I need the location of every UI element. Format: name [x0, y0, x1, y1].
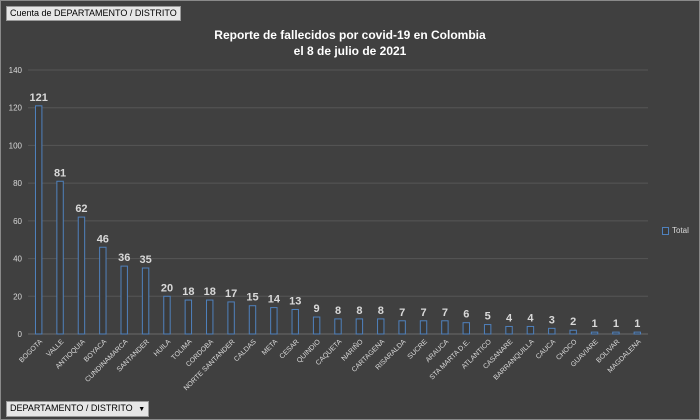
- data-label: 81: [54, 167, 66, 179]
- legend-label: Total: [672, 226, 689, 235]
- chart-title: Reporte de fallecidos por covid-19 en Co…: [214, 28, 486, 42]
- data-label: 9: [314, 303, 320, 315]
- data-label: 18: [182, 286, 194, 298]
- data-label: 8: [356, 305, 362, 317]
- bar: [163, 295, 171, 335]
- axis-field-button[interactable]: DEPARTAMENTO / DISTRITO ▼: [6, 401, 150, 417]
- y-tick-label: 60: [13, 217, 22, 226]
- data-label: 8: [378, 305, 384, 317]
- bar: [56, 180, 64, 335]
- axis-field-label: DEPARTAMENTO / DISTRITO: [10, 403, 133, 413]
- y-tick-label: 0: [18, 330, 23, 339]
- x-tick-label: META: [261, 338, 280, 357]
- data-label: 3: [549, 314, 555, 326]
- data-label: 36: [118, 252, 130, 264]
- data-label: 13: [289, 295, 301, 307]
- x-tick-label: BARRANQUILLA: [493, 338, 536, 381]
- bar: [312, 316, 321, 335]
- data-label: 121: [30, 92, 48, 104]
- bar: [141, 267, 150, 335]
- bar: [633, 331, 642, 335]
- legend-swatch-icon: [662, 226, 669, 235]
- bar: [184, 299, 193, 335]
- y-tick-label: 40: [13, 255, 22, 264]
- data-label: 20: [161, 282, 173, 294]
- data-label: 7: [420, 307, 426, 319]
- dropdown-arrow-icon: ▼: [138, 406, 146, 413]
- bar: [419, 320, 428, 335]
- y-tick-label: 20: [13, 292, 22, 301]
- bar: [248, 305, 257, 335]
- bar: [441, 320, 449, 335]
- bar: [569, 329, 577, 335]
- bar: [462, 322, 470, 335]
- data-label: 15: [246, 292, 258, 304]
- bar: [483, 324, 492, 335]
- bar: [77, 216, 86, 335]
- x-tick-label: BOGOTA: [18, 338, 44, 364]
- data-label: 46: [97, 233, 109, 245]
- data-label: 14: [268, 294, 281, 306]
- x-tick-label: CALDAS: [233, 338, 258, 363]
- bar: [291, 308, 299, 335]
- data-label: 6: [463, 309, 469, 321]
- data-label: 2: [570, 316, 576, 328]
- data-label: 62: [75, 203, 87, 215]
- bar: [270, 307, 278, 335]
- y-tick-label: 80: [13, 179, 22, 188]
- y-tick-label: 120: [9, 104, 23, 113]
- bar: [227, 301, 235, 335]
- data-label: 35: [139, 254, 151, 266]
- bar: [548, 327, 556, 335]
- x-tick-label: STA MARTA D.E.: [429, 338, 472, 381]
- data-label: 18: [204, 286, 216, 298]
- data-label: 7: [399, 307, 405, 319]
- x-tick-label: CAUCA: [535, 338, 558, 361]
- x-tick-label: VALLE: [45, 338, 65, 358]
- data-label: 1: [591, 318, 597, 330]
- bar: [526, 325, 535, 335]
- bar: [99, 246, 107, 335]
- y-tick-label: 100: [9, 141, 23, 150]
- data-label: 5: [485, 311, 491, 323]
- data-label: 7: [442, 307, 448, 319]
- bar: [505, 325, 513, 335]
- filter-field-button[interactable]: Cuenta de DEPARTAMENTO / DISTRITO: [6, 6, 181, 21]
- bar: [206, 299, 214, 335]
- legend: Total: [662, 226, 689, 235]
- data-label: 17: [225, 288, 237, 300]
- y-tick-label: 140: [9, 66, 23, 75]
- bar: [120, 265, 128, 335]
- data-label: 1: [613, 318, 619, 330]
- bar: [590, 331, 599, 335]
- bar: [334, 318, 342, 335]
- bar: [34, 105, 43, 335]
- bar: [612, 331, 620, 335]
- data-label: 4: [527, 312, 534, 324]
- x-tick-label: HUILA: [153, 338, 173, 358]
- data-label: 8: [335, 305, 341, 317]
- chart-subtitle: el 8 de julio de 2021: [293, 44, 407, 58]
- data-label: 1: [634, 318, 640, 330]
- data-label: 4: [506, 312, 513, 324]
- bar: [398, 320, 406, 335]
- bar: [377, 318, 385, 335]
- bar: [355, 318, 364, 335]
